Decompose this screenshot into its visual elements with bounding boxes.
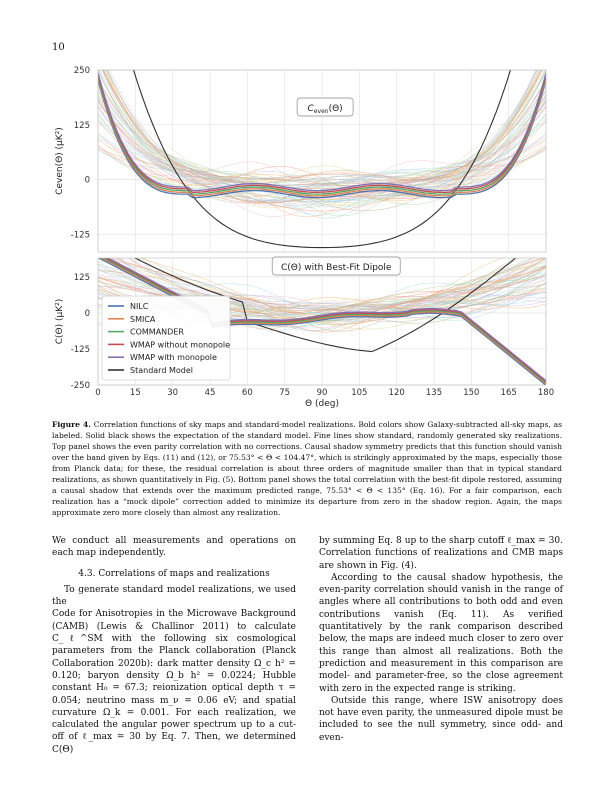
xtick-label: 150 bbox=[463, 388, 479, 398]
legend-label-3: WMAP without monopole bbox=[130, 340, 230, 349]
realization-line-bottom bbox=[127, 258, 546, 325]
top-label-main: C bbox=[308, 104, 315, 114]
left-paragraph-2a: To generate standard model realizations,… bbox=[52, 584, 296, 608]
realization-line-bottom bbox=[98, 258, 535, 310]
legend-label-0: NILC bbox=[130, 302, 149, 311]
realization-line-top bbox=[102, 70, 542, 212]
map-line-top-4 bbox=[98, 72, 546, 192]
map-line-bottom-2 bbox=[102, 258, 546, 384]
xtick-label: 135 bbox=[426, 388, 442, 398]
ytick-label-top: 0 bbox=[85, 176, 90, 186]
xtick-label: 0 bbox=[95, 388, 100, 398]
standard-model-line-bottom bbox=[133, 258, 517, 353]
realization-line-bottom bbox=[128, 258, 546, 323]
ytick-label-bottom: -125 bbox=[71, 345, 90, 355]
realization-line-top bbox=[102, 70, 542, 217]
realization-line-top bbox=[98, 86, 546, 184]
right-column: by summing Eq. 8 up to the sharp cutoff … bbox=[319, 535, 563, 744]
xtick-label: 30 bbox=[167, 388, 178, 398]
map-line-top-0 bbox=[98, 79, 546, 199]
bottom-panel-label-box bbox=[271, 256, 401, 276]
xtick-label: 60 bbox=[242, 388, 253, 398]
realization-line-top bbox=[98, 80, 546, 188]
legend-box bbox=[101, 295, 231, 381]
figure-caption: Figure 4. Correlation functions of sky m… bbox=[52, 419, 562, 518]
realization-line-top bbox=[98, 78, 546, 186]
left-paragraph-1: We conduct all measurements and operatio… bbox=[52, 536, 296, 559]
map-line-top-2 bbox=[98, 76, 546, 195]
realization-line-top bbox=[98, 98, 546, 209]
map-line-top-1 bbox=[98, 78, 546, 197]
xtick-label: 45 bbox=[205, 388, 216, 398]
left-paragraph-2b: Code for Anisotropies in the Microwave B… bbox=[52, 609, 296, 755]
top-panel-label: Ceven(Θ) bbox=[308, 104, 343, 115]
xtick-label: 165 bbox=[501, 388, 517, 398]
right-paragraph-2: According to the causal shadow hypothesi… bbox=[319, 572, 563, 694]
top-curves bbox=[98, 70, 546, 249]
ytick-label-top: 250 bbox=[74, 66, 90, 76]
realization-line-top bbox=[98, 114, 546, 205]
right-paragraph-1: by summing Eq. 8 up to the sharp cutoff … bbox=[319, 536, 563, 571]
ytick-label-bottom: -250 bbox=[71, 381, 90, 391]
ytick-label-top: -125 bbox=[71, 230, 90, 240]
legend-label-5: Standard Model bbox=[130, 366, 193, 375]
xtick-label: 15 bbox=[130, 388, 141, 398]
top-label-arg: (Θ) bbox=[329, 104, 343, 114]
xtick-label: 105 bbox=[351, 388, 367, 398]
x-axis-label: Θ (deg) bbox=[305, 399, 339, 409]
bottom-panel-label: C(Θ) with Best-Fit Dipole bbox=[281, 263, 392, 273]
standard-model-line-top bbox=[132, 70, 512, 249]
xtick-label: 180 bbox=[538, 388, 554, 398]
y-axis-label-bottom: C(Θ) (μK²) bbox=[55, 299, 65, 345]
figure-4: 250 125 0 -125 125 0 -125 -250 0 15 30 45 60 75 90 105 1… bbox=[55, 66, 554, 409]
caption-text: Correlation functions of sky maps and st… bbox=[52, 420, 562, 517]
xtick-label: 90 bbox=[317, 388, 328, 398]
realization-line-top bbox=[102, 70, 542, 188]
map-line-bottom-1 bbox=[99, 258, 546, 385]
left-column: We conduct all measurements and operatio… bbox=[52, 535, 296, 756]
page-number: 10 bbox=[52, 42, 65, 53]
map-line-bottom-4 bbox=[106, 258, 546, 382]
ytick-label-bottom: 125 bbox=[74, 273, 90, 283]
map-line-bottom-3 bbox=[104, 258, 546, 383]
realization-line-top bbox=[98, 133, 546, 199]
map-line-top-3 bbox=[98, 74, 546, 194]
top-panel-label-box bbox=[296, 97, 354, 117]
y-axis-label-top: Ceven(Θ) (μK²) bbox=[55, 127, 65, 195]
xtick-label: 120 bbox=[389, 388, 405, 398]
ytick-label-top: 125 bbox=[74, 121, 90, 131]
xtick-label: 75 bbox=[279, 388, 290, 398]
realization-line-top bbox=[106, 70, 538, 189]
right-paragraph-3: Outside this range, where ISW anisotropy… bbox=[319, 695, 563, 743]
legend-label-4: WMAP with monopole bbox=[130, 353, 217, 362]
section-heading: 4.3. Correlations of maps and realizatio… bbox=[78, 568, 270, 579]
ytick-label-bottom: 0 bbox=[85, 309, 90, 319]
realization-line-top bbox=[98, 148, 546, 200]
top-label-sub: even bbox=[314, 108, 329, 115]
caption-label: Figure 4. bbox=[52, 420, 91, 429]
realization-line-top bbox=[106, 70, 538, 218]
realization-line-top bbox=[98, 100, 546, 202]
legend-label-2: COMMANDER bbox=[130, 328, 184, 337]
legend-label-1: SMICA bbox=[130, 315, 156, 324]
panel-frame-1 bbox=[97, 69, 547, 253]
